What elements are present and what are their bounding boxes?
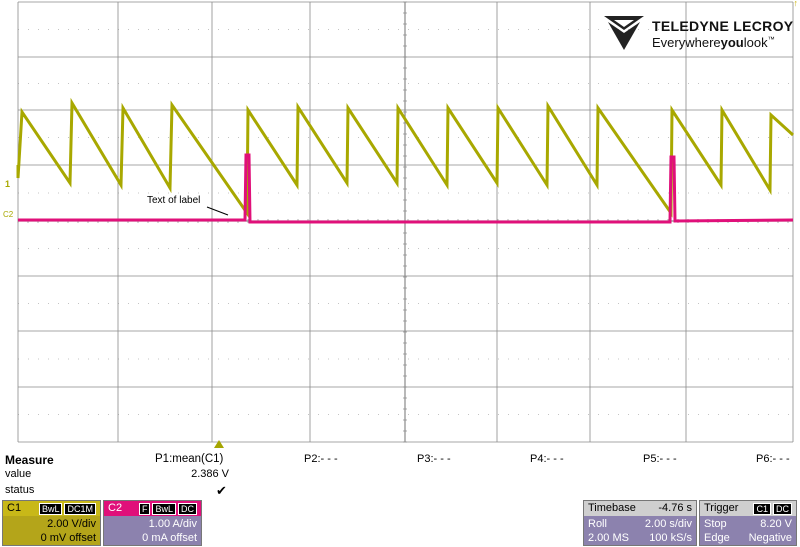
trigger-source-badge: C1 — [753, 503, 771, 515]
brand-tagline: Everywhereyoulook™ — [652, 35, 775, 50]
trigger-descriptor[interactable]: Trigger C1 DC Stop 8.20 V Edge Negative — [699, 500, 797, 546]
trigger-type: Edge — [704, 532, 730, 544]
logo-mark-icon — [604, 16, 644, 50]
waveform-grid: Text of label 1 C2 — [3, 1, 795, 443]
label-pointer — [206, 206, 229, 216]
waveform-label[interactable]: Text of label — [147, 195, 200, 206]
timebase-label: Timebase — [588, 502, 636, 514]
trigger-level: 8.20 V — [760, 518, 792, 530]
c1-vdiv: 2.00 V/div — [47, 518, 96, 530]
brand-name: TELEDYNE LECROY — [652, 18, 794, 34]
c1-coupling-badge: DC1M — [64, 503, 96, 515]
trigger-coupling-badge: DC — [773, 503, 792, 515]
c1-trace — [16, 97, 795, 218]
param-p1-status-icon: ✔ — [216, 483, 227, 498]
c1-label: C1 — [7, 502, 22, 514]
measure-heading: Measure — [5, 453, 54, 467]
scroll-up-arrow-icon[interactable]: ↑ — [793, 0, 799, 8]
param-p5-name[interactable]: P5:- - - — [643, 453, 677, 465]
c2-descriptor[interactable]: C2 F BwL DC 1.00 A/div 0 mA offset — [103, 500, 202, 546]
timebase-descriptor[interactable]: Timebase -4.76 s Roll 2.00 s/div 2.00 MS… — [583, 500, 697, 546]
trigger-state: Stop — [704, 518, 727, 530]
trigger-position-marker-icon[interactable] — [214, 440, 224, 448]
trigger-slope: Negative — [748, 532, 792, 544]
c2-trace — [18, 153, 794, 224]
param-p3-name[interactable]: P3:- - - — [417, 453, 451, 465]
param-p1-value: 2.386 V — [191, 468, 229, 480]
c2-offset: 0 mA offset — [142, 532, 197, 544]
c2-filter-badge: F — [138, 503, 151, 515]
c2-coupling-badge: DC — [178, 503, 197, 515]
descriptor-bar: C1 BwL DC1M 2.00 V/div 0 mV offset C2 F Bw… — [0, 500, 800, 547]
c1-descriptor[interactable]: C1 BwL DC1M 2.00 V/div 0 mV offset — [2, 500, 101, 546]
measure-status-label: status — [5, 484, 35, 496]
timebase-delay: -4.76 s — [658, 502, 692, 514]
c1-ground-marker: 1 — [5, 179, 10, 189]
c1-offset: 0 mV offset — [40, 532, 96, 544]
timebase-samples: 2.00 MS — [588, 532, 629, 544]
c2-label: C2 — [108, 502, 123, 514]
teledyne-lecroy-logo: TELEDYNE LECROY Everywhereyoulook™ — [604, 16, 794, 52]
param-p1-name[interactable]: P1:mean(C1) — [155, 453, 224, 465]
measure-table[interactable]: Measure value status P1:mean(C1) 2.386 V… — [0, 450, 800, 498]
c1-bwl-badge: BwL — [38, 503, 63, 515]
timebase-rate: 100 kS/s — [649, 532, 692, 544]
c2-bwl-badge: BwL — [152, 503, 176, 515]
waveform-display[interactable]: Text of label 1 C2 TELEDYNE LECROY Every… — [0, 0, 800, 447]
param-p6-name[interactable]: P6:- - - — [756, 453, 790, 465]
trigger-label: Trigger — [704, 502, 739, 514]
timebase-mode: Roll — [588, 518, 607, 530]
timebase-tdiv: 2.00 s/div — [644, 518, 692, 530]
c2-adiv: 1.00 A/div — [148, 518, 197, 530]
param-p2-name[interactable]: P2:- - - — [304, 453, 338, 465]
c2-ground-marker: C2 — [3, 210, 14, 219]
param-p4-name[interactable]: P4:- - - — [530, 453, 564, 465]
measure-value-label: value — [5, 468, 32, 480]
